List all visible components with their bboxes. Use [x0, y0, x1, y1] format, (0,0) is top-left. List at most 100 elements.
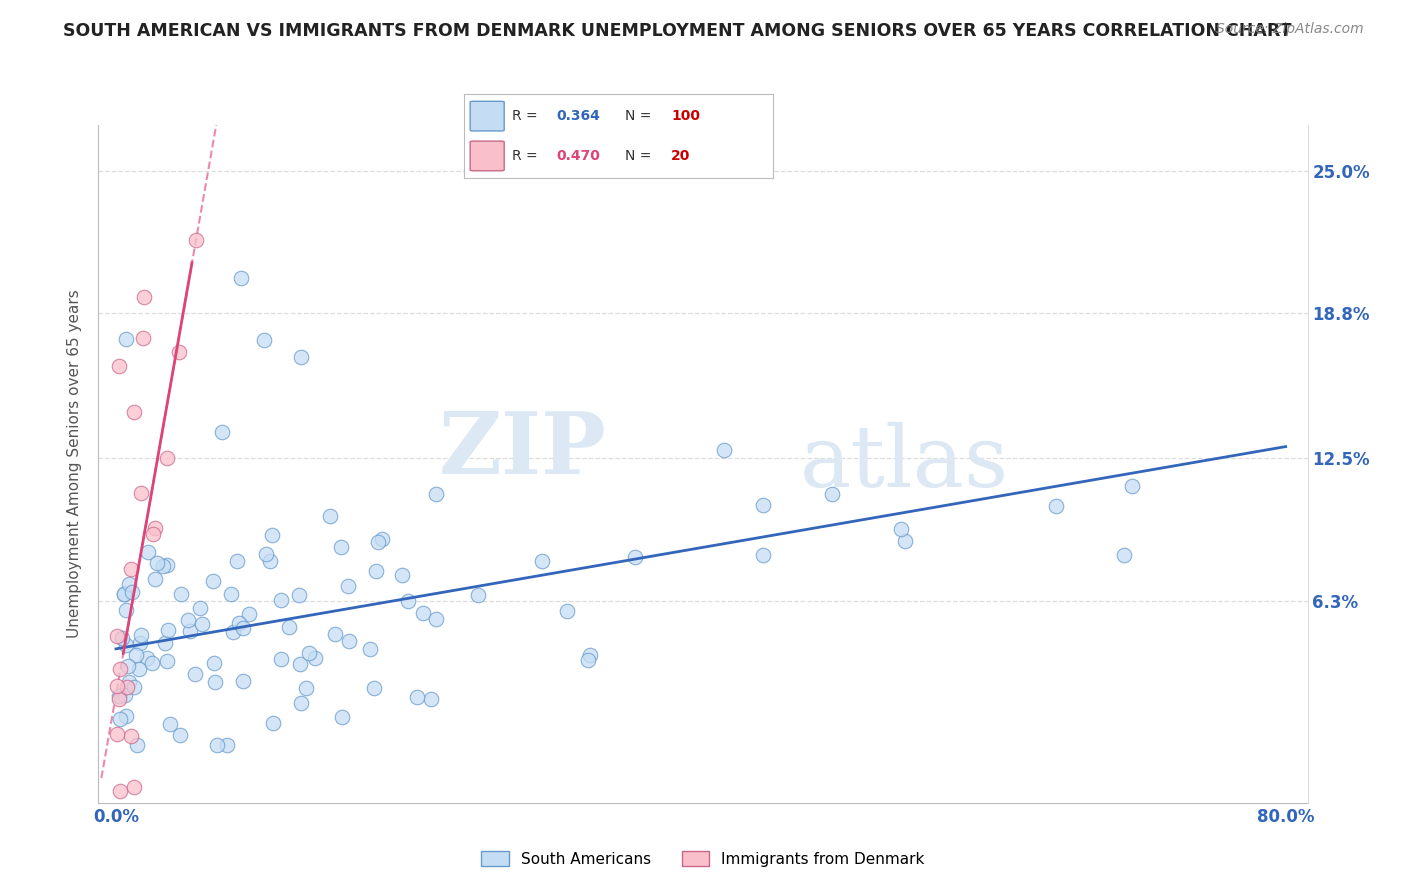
- Text: atlas: atlas: [800, 422, 1010, 506]
- Point: [152, 558, 174, 573]
- Point: [124, 405, 146, 419]
- Point: [156, 623, 179, 637]
- Point: [129, 486, 152, 500]
- Point: [419, 691, 441, 706]
- Point: [108, 692, 131, 706]
- Point: [129, 628, 152, 642]
- Point: [120, 562, 142, 576]
- Point: [391, 567, 413, 582]
- Point: [270, 651, 292, 665]
- Point: [110, 712, 132, 726]
- Point: [136, 545, 159, 559]
- Point: [215, 739, 238, 753]
- FancyBboxPatch shape: [470, 141, 505, 170]
- Point: [186, 233, 208, 247]
- Point: [170, 587, 193, 601]
- Point: [555, 604, 578, 618]
- Point: [367, 534, 389, 549]
- Point: [117, 675, 139, 690]
- Point: [107, 629, 129, 643]
- Point: [295, 681, 318, 696]
- Point: [136, 651, 159, 665]
- Point: [117, 659, 139, 673]
- Point: [108, 784, 131, 798]
- Point: [228, 616, 250, 631]
- Point: [253, 334, 276, 348]
- Point: [184, 667, 207, 681]
- Point: [318, 508, 340, 523]
- Point: [107, 727, 129, 741]
- Point: [287, 588, 309, 602]
- FancyBboxPatch shape: [470, 102, 505, 131]
- Point: [425, 487, 447, 501]
- Point: [576, 653, 599, 667]
- Point: [290, 351, 312, 365]
- Point: [259, 553, 281, 567]
- Point: [1112, 548, 1135, 562]
- Point: [337, 634, 360, 648]
- Point: [894, 533, 917, 548]
- Point: [405, 690, 427, 704]
- Point: [277, 620, 299, 634]
- Point: [115, 332, 138, 346]
- Point: [115, 709, 138, 723]
- Point: [751, 498, 773, 512]
- Point: [222, 624, 245, 639]
- Point: [142, 526, 165, 541]
- Point: [146, 556, 169, 570]
- Text: N =: N =: [624, 109, 651, 123]
- Point: [204, 675, 226, 690]
- Point: [238, 607, 260, 621]
- Point: [132, 331, 155, 345]
- Point: [155, 654, 177, 668]
- Point: [290, 696, 312, 710]
- Point: [325, 627, 347, 641]
- Point: [121, 584, 143, 599]
- Point: [179, 624, 201, 638]
- Point: [205, 739, 228, 753]
- Point: [329, 541, 352, 555]
- Point: [232, 674, 254, 689]
- Point: [125, 648, 148, 662]
- Point: [128, 662, 150, 676]
- Point: [359, 642, 381, 657]
- Text: N =: N =: [624, 149, 651, 162]
- Point: [107, 679, 129, 693]
- Point: [219, 587, 242, 601]
- Point: [578, 648, 600, 663]
- Point: [232, 621, 254, 635]
- Text: 20: 20: [671, 149, 690, 162]
- Point: [270, 593, 292, 607]
- Point: [124, 681, 146, 695]
- Point: [191, 617, 214, 632]
- Point: [1045, 500, 1067, 514]
- Point: [125, 739, 148, 753]
- Point: [114, 603, 136, 617]
- Point: [262, 528, 284, 542]
- Point: [225, 554, 247, 568]
- Point: [304, 651, 326, 665]
- Point: [396, 594, 419, 608]
- Point: [337, 579, 360, 593]
- Point: [156, 451, 179, 466]
- Point: [752, 549, 775, 563]
- Legend: South Americans, Immigrants from Denmark: South Americans, Immigrants from Denmark: [475, 846, 931, 873]
- Point: [202, 657, 225, 671]
- Point: [425, 612, 447, 626]
- Point: [122, 780, 145, 794]
- Point: [330, 710, 353, 724]
- Text: 100: 100: [671, 109, 700, 123]
- Point: [108, 359, 131, 374]
- Point: [297, 646, 319, 660]
- Point: [159, 717, 181, 731]
- Point: [145, 572, 167, 586]
- Point: [366, 564, 388, 578]
- Point: [262, 716, 284, 731]
- Point: [141, 657, 163, 671]
- Point: [115, 680, 138, 694]
- Text: R =: R =: [512, 109, 537, 123]
- Point: [120, 729, 142, 743]
- Point: [254, 547, 277, 561]
- Point: [108, 662, 131, 676]
- Text: R =: R =: [512, 149, 537, 162]
